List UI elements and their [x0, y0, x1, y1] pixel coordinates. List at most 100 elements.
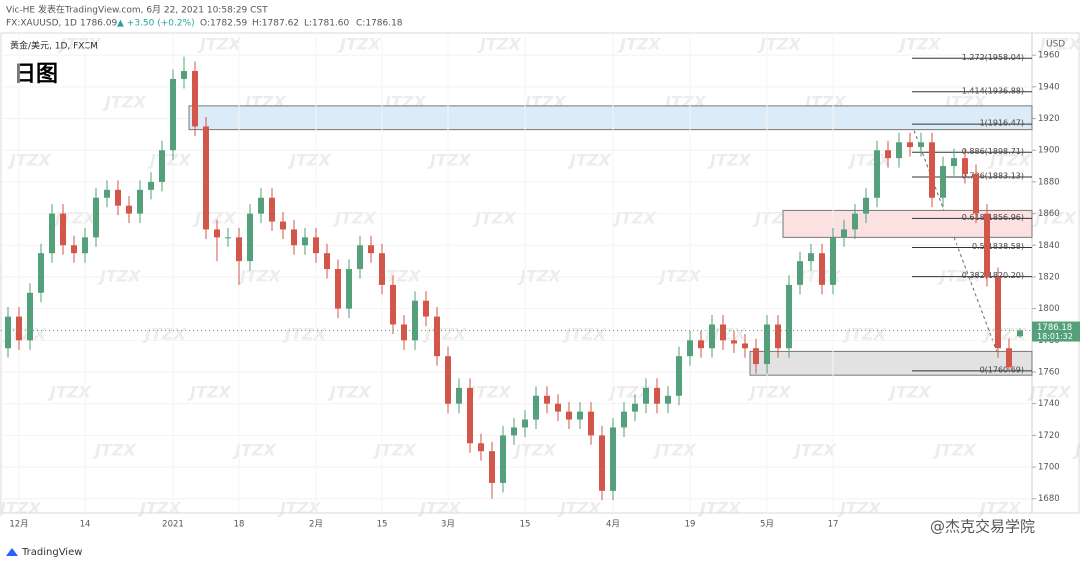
candle-body [445, 356, 451, 404]
candle-body [181, 71, 187, 79]
x-tick-label: 17 [828, 520, 839, 530]
watermark: JTZX [7, 151, 51, 170]
watermark: JTZX [747, 383, 791, 402]
candle-body [313, 237, 319, 254]
watermark: JTZX [92, 441, 136, 460]
y-tick-label: 1700 [1038, 463, 1060, 473]
candle-body [599, 435, 605, 491]
candle-body [907, 142, 913, 148]
price-tag-label: 1786.18 [1037, 323, 1072, 333]
candle-body [467, 387, 473, 444]
watermark: JTZX [617, 35, 661, 54]
candle-body [478, 443, 484, 452]
watermark: JTZX [517, 267, 561, 286]
candle-body [302, 237, 308, 246]
high: H:1787.62 [252, 19, 299, 29]
candle-body [137, 189, 143, 214]
watermark: JTZX [1032, 209, 1076, 228]
watermark: JTZX [142, 325, 186, 344]
candle-body [753, 348, 759, 365]
watermark: JTZX [137, 499, 181, 518]
candle-body [368, 245, 374, 254]
candle-body [687, 340, 693, 357]
candle-body [654, 387, 660, 404]
change: ▲ +3.50 (+0.2%) [117, 19, 195, 29]
zone [188, 105, 1033, 131]
watermark: JTZX [2, 325, 46, 344]
x-tick-label: 2月 [309, 520, 323, 530]
watermark: JTZX [652, 441, 696, 460]
candle-body [434, 316, 440, 357]
candle-body [841, 229, 847, 238]
watermark: JTZX [232, 441, 276, 460]
y-tick-label: 1880 [1038, 177, 1060, 187]
x-tick-label: 3月 [441, 520, 455, 530]
watermark: JTZX [332, 209, 376, 228]
candle-body [632, 403, 638, 412]
candle-body [775, 324, 781, 349]
watermark: JTZX [327, 383, 371, 402]
watermark: JTZX [792, 441, 836, 460]
y-tick-label: 1680 [1038, 494, 1060, 504]
subtitle: 黄金/美元, 1D, FXCM [10, 40, 98, 52]
x-tick-label: 18 [234, 520, 245, 530]
watermark: JTZX [47, 383, 91, 402]
candle-body [104, 189, 110, 198]
brand: TradingView [21, 547, 82, 558]
candle-body [577, 411, 583, 420]
footer [0, 540, 1080, 565]
candle-body [27, 292, 33, 341]
watermark: JTZX [512, 441, 556, 460]
y-tick-label: 1800 [1038, 304, 1060, 314]
candle-body [60, 213, 66, 246]
watermark: JTZX [52, 209, 96, 228]
candle-body [247, 213, 253, 262]
watermark: JTZX [372, 441, 416, 460]
y-tick-label: 1740 [1038, 399, 1060, 409]
candle-body [973, 173, 979, 214]
candle-body [82, 237, 88, 254]
y-tick-label: 1920 [1038, 114, 1060, 124]
fib-label: 0.618(1856.96) [962, 213, 1024, 222]
watermark: JTZX [97, 267, 141, 286]
watermark: JTZX [337, 35, 381, 54]
candle-body [676, 356, 682, 396]
candle-body [511, 427, 517, 436]
watermark: JTZX [567, 151, 611, 170]
candle-body [335, 269, 341, 309]
candle-body [731, 340, 737, 344]
fib-label: 0.786(1883.13) [962, 171, 1024, 180]
candle-body [588, 411, 594, 436]
chart-title: 日图 [14, 62, 58, 87]
fib-label: 0(1760.69) [980, 365, 1024, 374]
candle-body [148, 181, 154, 190]
watermark: JTZX [147, 151, 191, 170]
candle-body [203, 126, 209, 230]
candle-body [566, 411, 572, 420]
candle-body [885, 150, 891, 159]
x-tick-label: 19 [685, 520, 696, 530]
candle-body [49, 213, 55, 254]
candle-body [874, 150, 880, 198]
y-tick-label: 1820 [1038, 272, 1060, 282]
y-tick-label: 1900 [1038, 146, 1060, 156]
candle-body [610, 427, 616, 491]
candle-body [621, 411, 627, 428]
symbol: FX:XAUUSD, 1D [6, 19, 77, 29]
watermark: JTZX [1027, 383, 1071, 402]
candle-body [544, 395, 550, 404]
y-tick-label: 1940 [1038, 82, 1060, 92]
watermark: JTZX [837, 499, 881, 518]
brand-logo [6, 548, 18, 556]
candle-body [808, 253, 814, 262]
y-tick-label: 1860 [1038, 209, 1060, 219]
candle-body [665, 395, 671, 404]
candle-body [852, 213, 858, 230]
watermark: JTZX [102, 93, 146, 112]
fib-label: 0.382(1820.20) [962, 271, 1024, 280]
candle-body [797, 261, 803, 285]
candle-body [940, 166, 946, 198]
watermark: JTZX [987, 151, 1031, 170]
watermark: JTZX [697, 499, 741, 518]
